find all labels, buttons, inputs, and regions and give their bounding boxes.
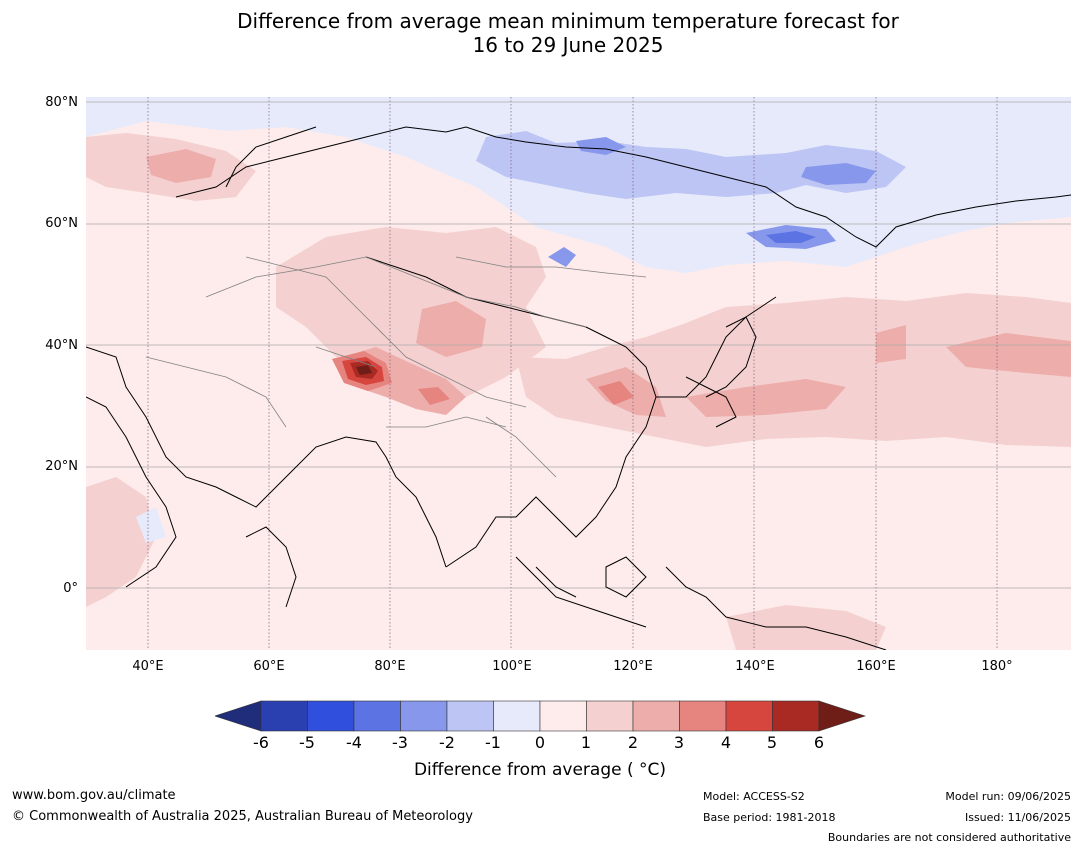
colorbar-swatch — [772, 700, 820, 732]
map-title: Difference from average mean minimum tem… — [0, 9, 1081, 57]
lon-label-140e: 140°E — [735, 659, 775, 674]
pacific-warm-band — [686, 379, 846, 417]
lat-label-60n: 60°N — [45, 216, 78, 231]
colorbar-tick: 1 — [580, 733, 592, 752]
arctic-cool-band — [86, 97, 1071, 137]
lon-label-160e: 160°E — [856, 659, 896, 674]
country-borders — [145, 256, 647, 478]
cool-core-east-siberia — [801, 163, 876, 185]
colorbar-swatches — [215, 700, 866, 732]
colorbar-swatch — [679, 700, 727, 732]
colorbar-tick: -6 — [253, 733, 269, 752]
map-svg — [86, 97, 1071, 650]
colorbar-tick: 0 — [534, 733, 546, 752]
colorbar-extend-low — [215, 700, 262, 732]
pacific-warm-spot — [876, 325, 906, 363]
lon-label-120e: 120°E — [613, 659, 653, 674]
colorbar-tick: 3 — [673, 733, 685, 752]
lon-label-60e: 60°E — [253, 659, 285, 674]
lon-label-100e: 100°E — [492, 659, 532, 674]
maritime-se-asia-coastline — [535, 556, 647, 598]
colorbar-tick: 4 — [720, 733, 732, 752]
india-cool-spot — [136, 507, 166, 543]
colorbar-swatch — [632, 700, 680, 732]
lon-label-80e: 80°E — [374, 659, 406, 674]
cool-spot-central — [548, 247, 576, 267]
central-asia-warm — [276, 227, 546, 397]
footer-model-run: Model run: 09/06/2025 — [945, 790, 1071, 803]
colorbar-tick: -1 — [485, 733, 501, 752]
colorbar-swatch — [446, 700, 494, 732]
colorbar-tick: 2 — [627, 733, 639, 752]
colorbar-swatch — [307, 700, 355, 732]
hotspot-core — [356, 365, 372, 375]
colorbar — [215, 700, 866, 732]
forecast-map — [86, 97, 1071, 650]
lat-label-20n: 20°N — [45, 459, 78, 474]
colorbar-extend-high — [818, 700, 866, 732]
colorbar-swatch — [586, 700, 634, 732]
cool-core-okhotsk-inner — [766, 231, 816, 243]
nw-russia-warm-core — [146, 149, 216, 183]
lat-label-0: 0° — [63, 581, 78, 596]
lon-label-180: 180° — [981, 659, 1013, 674]
graticule — [147, 97, 998, 650]
colorbar-swatch — [400, 700, 448, 732]
footer-copyright: © Commonwealth of Australia 2025, Austra… — [12, 809, 473, 824]
colorbar-tick: -2 — [439, 733, 455, 752]
colorbar-tick: 5 — [766, 733, 778, 752]
footer-disclaimer: Boundaries are not considered authoritat… — [827, 831, 1071, 844]
tibet-warm-core — [418, 387, 450, 405]
colorbar-swatch — [539, 700, 587, 732]
colorbar-tick: -3 — [392, 733, 408, 752]
title-line-1: Difference from average mean minimum tem… — [237, 9, 899, 33]
footer-url: www.bom.gov.au/climate — [12, 788, 176, 803]
colorbar-tick: 6 — [813, 733, 825, 752]
title-line-2: 16 to 29 June 2025 — [472, 33, 664, 57]
lat-label-40n: 40°N — [45, 338, 78, 353]
colorbar-swatch — [353, 700, 401, 732]
colorbar-tick: -5 — [299, 733, 315, 752]
colorbar-swatch — [260, 700, 308, 732]
coastlines — [86, 126, 1071, 650]
colorbar-tick: -4 — [346, 733, 362, 752]
mongolia-warm — [416, 301, 486, 357]
footer-issued: Issued: 11/06/2025 — [964, 811, 1071, 824]
pacific-warm-east — [946, 333, 1071, 377]
footer-base-period: Base period: 1981-2018 — [703, 811, 836, 824]
japan-coastline — [705, 316, 757, 398]
lat-label-80n: 80°N — [45, 95, 78, 110]
footer-model: Model: ACCESS-S2 — [703, 790, 805, 803]
colorbar-label: Difference from average ( °C) — [413, 760, 667, 780]
colorbar-swatch — [493, 700, 541, 732]
colorbar-swatch — [725, 700, 773, 732]
east-china-warm-core — [598, 381, 634, 405]
arabia-warm-patches — [86, 477, 156, 607]
lon-label-40e: 40°E — [132, 659, 164, 674]
